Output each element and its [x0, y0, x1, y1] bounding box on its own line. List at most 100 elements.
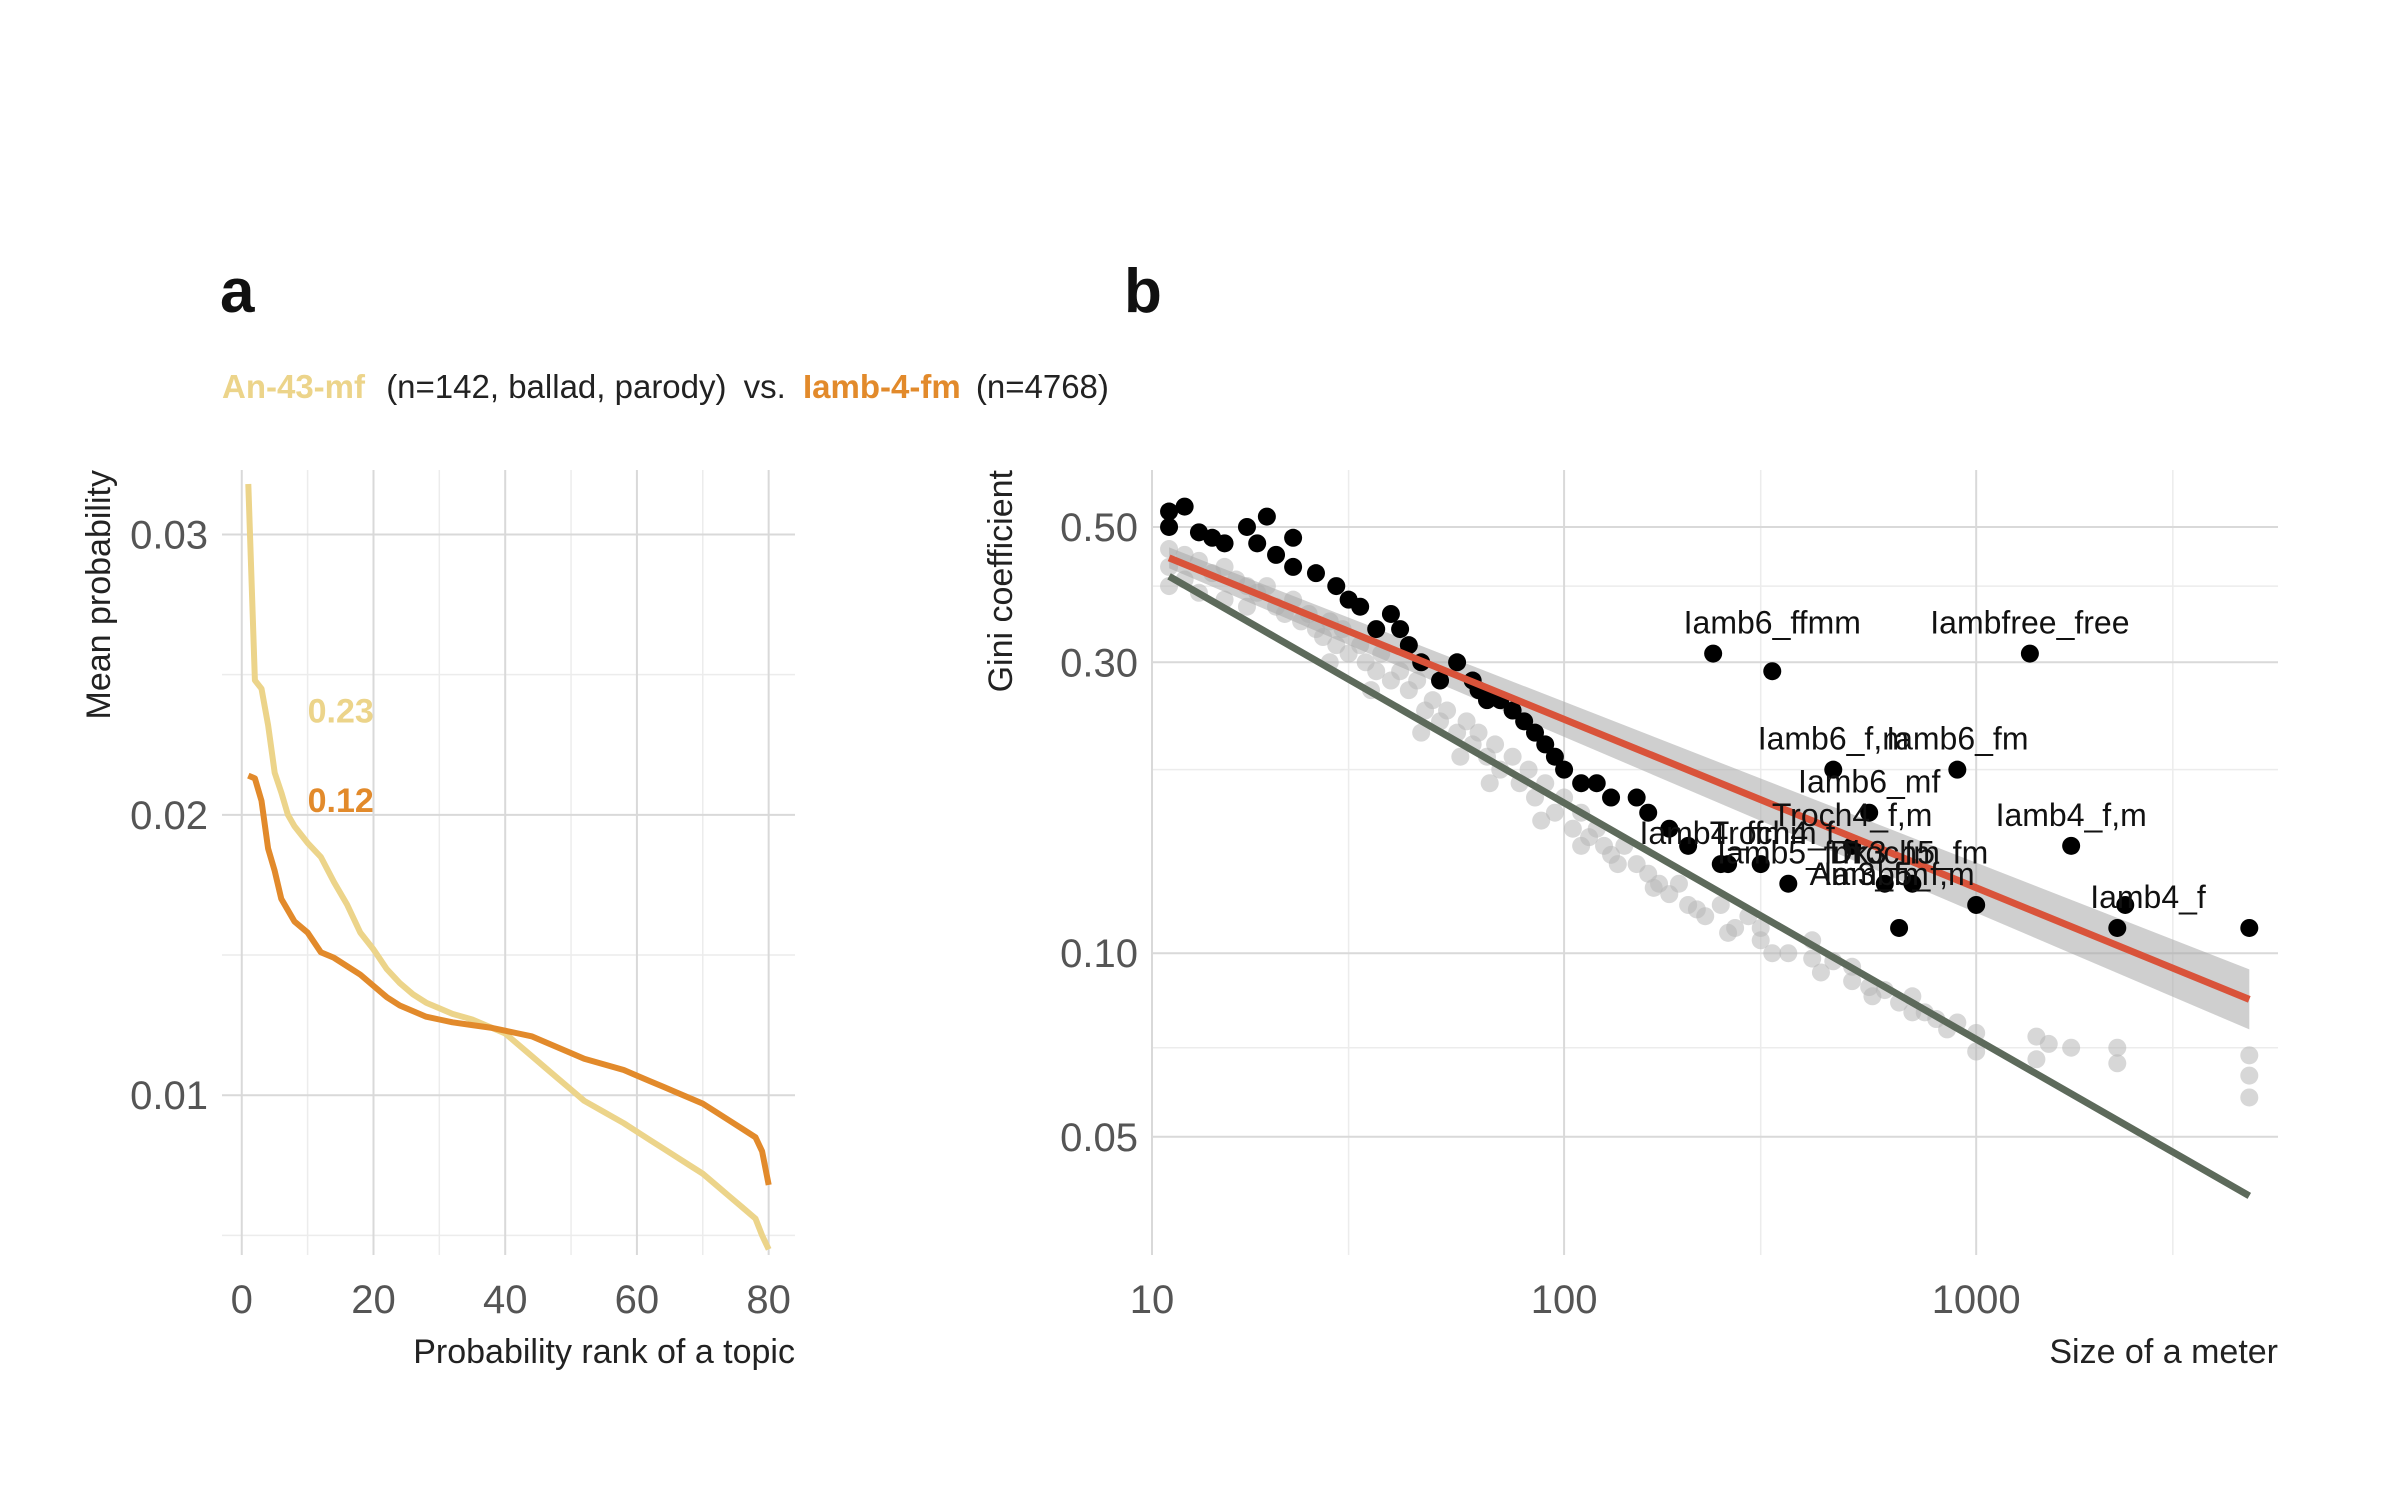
labeled-meter-point: [1257, 507, 1276, 526]
all-meter-point: [1457, 712, 1476, 731]
all-meter-point: [1779, 944, 1798, 963]
labeled-meter-point: [1890, 918, 1909, 937]
y-axis-title: Gini coefficient: [982, 469, 1020, 692]
labeled-meter-point: [1503, 701, 1522, 720]
point-label: Iamb4_f,m: [1996, 797, 2147, 833]
y-tick-label: 0.01: [130, 1074, 208, 1118]
all-meter-point: [1480, 774, 1499, 793]
all-meter-point: [1863, 987, 1882, 1006]
labeled-meter-point: [1679, 836, 1698, 855]
labeled-meter-point: [1160, 517, 1179, 536]
all-meter-point: [1438, 701, 1457, 720]
labeled-meter-point: [1903, 874, 1922, 893]
labeled-meter-point: [1572, 774, 1591, 793]
series-line-2: [247, 772, 772, 1186]
y-tick-label: 0.03: [130, 513, 208, 557]
labeled-meter-point: [1536, 735, 1555, 754]
all-meter-point: [1451, 747, 1470, 766]
all-meter-point: [2108, 1038, 2127, 1057]
labeled-meter-point: [1824, 760, 1843, 779]
x-axis-title: Probability rank of a topic: [413, 1333, 795, 1371]
labeled-meter-point: [1431, 671, 1450, 690]
all-meter-point: [1608, 855, 1627, 874]
point-label: Iamb6_f,m: [1758, 721, 1909, 757]
point-label: Iamb4_ffmm: [1639, 815, 1816, 851]
y-tick-label: 0.05: [1060, 1116, 1138, 1160]
labeled-meter-point: [1660, 819, 1679, 838]
x-tick-label: 20: [351, 1278, 396, 1322]
subtitle-vs: vs.: [744, 368, 786, 405]
x-axis-title: Size of a meter: [2049, 1333, 2278, 1371]
labeled-meter-point: [1160, 502, 1179, 521]
labeled-meter-point: [1381, 604, 1400, 623]
subtitle-series1-info: (n=142, ballad, parody): [386, 368, 726, 405]
series-annotation-1: 0.23: [308, 692, 374, 730]
labeled-meter-point: [2116, 895, 2135, 914]
point-label: Iamb6_fm: [1886, 721, 2028, 757]
all-meter-point: [2027, 1050, 2046, 1069]
labeled-meter-point: [1639, 803, 1658, 822]
all-meter-point: [1545, 803, 1564, 822]
y-tick-label: 0.10: [1060, 932, 1138, 976]
labeled-meter-point: [1175, 497, 1194, 516]
panel-a-line-chart: 0 20 40 60 80 0.01 0.02 0.03 Probability rank of…: [80, 470, 795, 1371]
all-meter-point: [1503, 747, 1522, 766]
panel-b-letter: b: [1124, 257, 1162, 326]
labeled-meter-point: [1367, 620, 1386, 639]
labeled-meter-point: [2240, 918, 2259, 937]
labeled-meter-point: [1602, 788, 1621, 807]
all-meter-point: [1486, 735, 1505, 754]
all-meter-point: [1572, 836, 1591, 855]
labeled-meter-point: [1875, 874, 1894, 893]
all-meter-point: [1644, 878, 1663, 897]
series-annotation-2: 0.12: [308, 782, 374, 820]
point-label: Iamb6_ffmm: [1684, 605, 1861, 641]
all-meter-point: [1519, 760, 1538, 779]
labeled-meter-point: [1555, 760, 1574, 779]
x-tick-label: 40: [483, 1278, 528, 1322]
all-meter-point: [1526, 788, 1545, 807]
all-meter-point: [1751, 918, 1770, 937]
point-label: Iamb5_fm: [1717, 835, 1859, 871]
all-meter-point: [1469, 723, 1488, 742]
point-label: Troch4_f,m: [1772, 797, 1933, 833]
labeled-meter-point: [1477, 691, 1496, 710]
all-meter-point: [1811, 963, 1830, 982]
y-tick-label: 0.02: [130, 794, 208, 838]
all-meter-point: [1408, 671, 1427, 690]
point-label: Iamb6_mf: [1798, 764, 1940, 800]
subtitle-series2-name: Iamb-4-fm: [803, 368, 961, 405]
labeled-meter-point: [1327, 577, 1346, 596]
subtitle-series2-info: (n=4768): [976, 368, 1109, 405]
x-tick-label: 10: [1130, 1278, 1175, 1322]
fit-line-all: [1167, 573, 2252, 1199]
all-meter-point: [1751, 931, 1770, 950]
x-tick-label: 0: [231, 1278, 253, 1322]
all-meter-point: [2039, 1034, 2058, 1053]
y-tick-label: 0.50: [1060, 506, 1138, 550]
labeled-meter-point: [1267, 545, 1286, 564]
all-meter-point: [1412, 723, 1431, 742]
labeled-meter-point: [1215, 534, 1234, 553]
x-tick-label: 60: [615, 1278, 660, 1322]
labeled-meter-point: [2020, 644, 2039, 663]
labeled-meter-point: [1284, 528, 1303, 547]
point-label: Troch4_f: [1710, 815, 1835, 851]
panel-a-letter: a: [220, 257, 255, 326]
labeled-meter-point: [1711, 855, 1730, 874]
x-tick-label: 1000: [1932, 1278, 2021, 1322]
labeled-meter-point: [1967, 895, 1986, 914]
all-meter-point: [2062, 1038, 2081, 1057]
labeled-meter-point: [2062, 836, 2081, 855]
labeled-meter-point: [1545, 747, 1564, 766]
labeled-meter-point: [1704, 644, 1723, 663]
all-meter-point: [1532, 811, 1551, 830]
x-tick-label: 100: [1531, 1278, 1598, 1322]
labeled-meter-point: [1237, 517, 1256, 536]
y-tick-label: 0.30: [1060, 641, 1138, 685]
point-label: Troch5_fm: [1836, 835, 1988, 871]
point-label: Dk3_fm: [1830, 835, 1940, 871]
labeled-meter-point: [1779, 874, 1798, 893]
all-meter-point: [1563, 819, 1582, 838]
